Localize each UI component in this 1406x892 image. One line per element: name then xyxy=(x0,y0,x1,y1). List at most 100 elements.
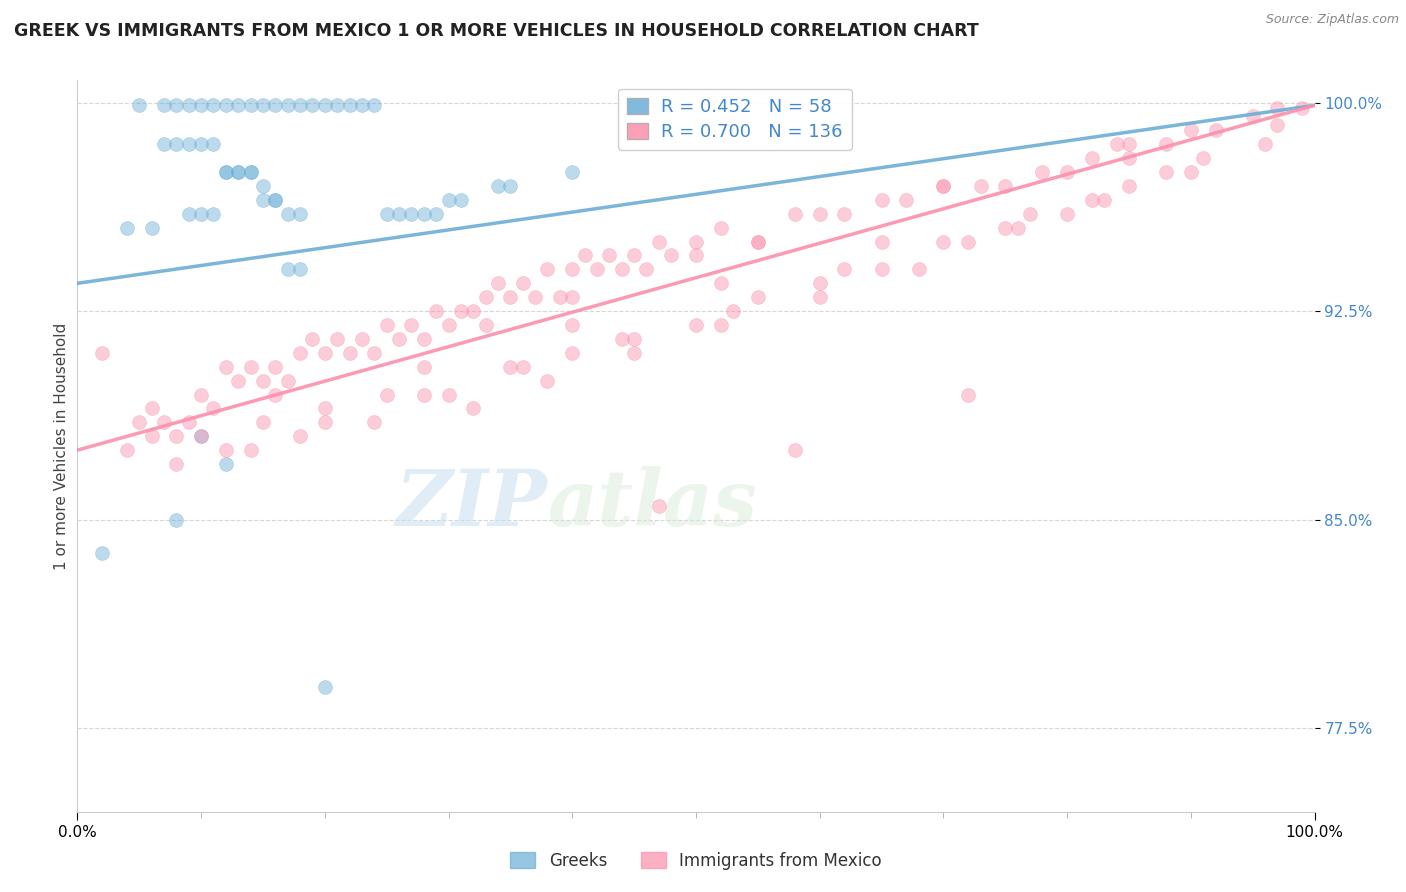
Point xyxy=(277,374,299,388)
Point xyxy=(437,387,460,401)
Point xyxy=(215,98,238,112)
Point xyxy=(288,429,311,443)
Point xyxy=(141,429,163,443)
Point xyxy=(499,178,522,193)
Text: atlas: atlas xyxy=(547,467,758,542)
Point xyxy=(623,248,645,262)
Point xyxy=(808,277,831,291)
Point xyxy=(685,318,707,332)
Point xyxy=(412,332,434,346)
Point xyxy=(932,235,955,249)
Point xyxy=(561,290,583,304)
Point xyxy=(1092,193,1115,207)
Point xyxy=(1081,193,1104,207)
Point xyxy=(388,207,411,221)
Point xyxy=(288,346,311,360)
Point xyxy=(264,98,287,112)
Point xyxy=(648,235,671,249)
Point xyxy=(339,346,361,360)
Point xyxy=(1118,137,1140,152)
Point xyxy=(1056,165,1078,179)
Point xyxy=(610,332,633,346)
Point xyxy=(1118,151,1140,165)
Point xyxy=(239,359,262,374)
Point xyxy=(412,387,434,401)
Point xyxy=(574,248,596,262)
Point xyxy=(264,193,287,207)
Point xyxy=(783,443,806,458)
Point xyxy=(190,137,212,152)
Point xyxy=(165,429,187,443)
Point xyxy=(215,443,238,458)
Point xyxy=(301,98,323,112)
Point xyxy=(808,290,831,304)
Point xyxy=(1019,207,1042,221)
Point xyxy=(1267,101,1289,115)
Point xyxy=(412,359,434,374)
Point xyxy=(1205,123,1227,137)
Point xyxy=(1154,165,1177,179)
Point xyxy=(202,137,225,152)
Point xyxy=(648,499,671,513)
Point xyxy=(994,178,1017,193)
Point xyxy=(957,235,980,249)
Point xyxy=(239,98,262,112)
Point xyxy=(153,415,176,429)
Point xyxy=(1267,118,1289,132)
Point xyxy=(363,415,385,429)
Point xyxy=(1254,137,1277,152)
Point xyxy=(363,98,385,112)
Point xyxy=(314,680,336,694)
Point xyxy=(1031,165,1053,179)
Point xyxy=(783,207,806,221)
Point xyxy=(994,220,1017,235)
Point xyxy=(339,98,361,112)
Point xyxy=(264,193,287,207)
Point xyxy=(685,248,707,262)
Point xyxy=(957,387,980,401)
Point xyxy=(425,207,447,221)
Point xyxy=(363,346,385,360)
Point xyxy=(215,457,238,471)
Point xyxy=(834,207,856,221)
Point xyxy=(177,207,200,221)
Point xyxy=(659,248,682,262)
Point xyxy=(326,98,349,112)
Point xyxy=(252,178,274,193)
Point xyxy=(177,98,200,112)
Point xyxy=(747,235,769,249)
Point xyxy=(412,207,434,221)
Point xyxy=(437,318,460,332)
Point xyxy=(165,457,187,471)
Point xyxy=(870,235,893,249)
Point xyxy=(425,304,447,318)
Point xyxy=(450,193,472,207)
Point xyxy=(907,262,929,277)
Point xyxy=(165,513,187,527)
Text: GREEK VS IMMIGRANTS FROM MEXICO 1 OR MORE VEHICLES IN HOUSEHOLD CORRELATION CHAR: GREEK VS IMMIGRANTS FROM MEXICO 1 OR MOR… xyxy=(14,22,979,40)
Point xyxy=(1180,123,1202,137)
Point xyxy=(1180,165,1202,179)
Point xyxy=(288,207,311,221)
Point xyxy=(252,415,274,429)
Point xyxy=(932,178,955,193)
Point xyxy=(239,443,262,458)
Point xyxy=(190,429,212,443)
Point xyxy=(1154,137,1177,152)
Point xyxy=(350,98,373,112)
Point xyxy=(128,98,150,112)
Point xyxy=(190,429,212,443)
Point xyxy=(1192,151,1215,165)
Point xyxy=(710,318,733,332)
Point xyxy=(747,235,769,249)
Point xyxy=(215,165,238,179)
Point xyxy=(239,165,262,179)
Point xyxy=(561,165,583,179)
Point xyxy=(115,220,138,235)
Point xyxy=(226,165,249,179)
Point xyxy=(834,262,856,277)
Point xyxy=(536,262,558,277)
Point xyxy=(499,359,522,374)
Point xyxy=(896,193,918,207)
Point xyxy=(165,98,187,112)
